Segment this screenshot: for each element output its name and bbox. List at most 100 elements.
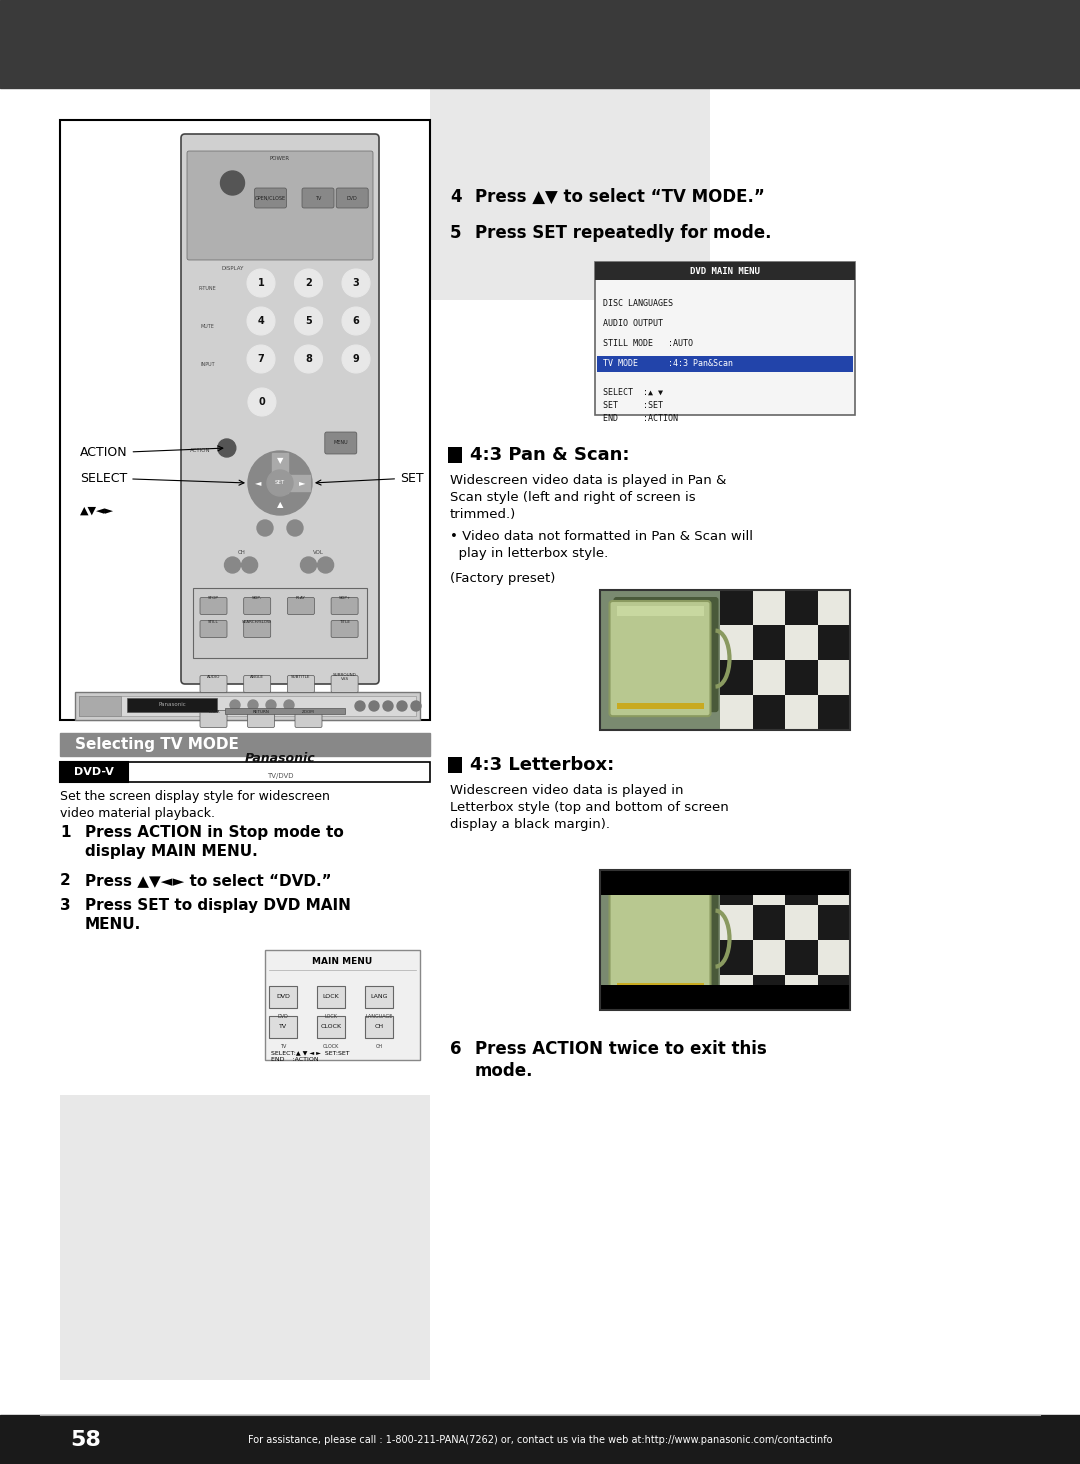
Text: 9: 9: [353, 354, 360, 365]
Bar: [272, 452, 288, 473]
FancyBboxPatch shape: [181, 135, 379, 684]
Text: DVD: DVD: [278, 1013, 288, 1019]
Bar: [720, 590, 753, 625]
Bar: [365, 985, 393, 1009]
Text: 4:3 Letterbox:: 4:3 Letterbox:: [470, 755, 615, 774]
FancyBboxPatch shape: [336, 187, 368, 208]
Bar: [600, 590, 850, 731]
Bar: [0, 0, 1080, 88]
Text: PLAY: PLAY: [296, 596, 306, 600]
FancyBboxPatch shape: [244, 675, 271, 692]
FancyBboxPatch shape: [287, 597, 314, 615]
FancyBboxPatch shape: [287, 675, 314, 692]
Text: VOL: VOL: [312, 550, 323, 555]
Bar: [720, 975, 753, 1010]
Text: SET: SET: [316, 471, 423, 485]
Bar: [818, 695, 850, 731]
Text: TV: TV: [279, 1025, 287, 1029]
Circle shape: [267, 470, 293, 496]
Bar: [785, 870, 818, 905]
Bar: [753, 870, 785, 905]
Circle shape: [257, 520, 273, 536]
Bar: [818, 660, 850, 695]
Text: OPEN/CLOSE: OPEN/CLOSE: [255, 196, 286, 201]
Text: TV: TV: [314, 196, 321, 201]
Bar: [753, 660, 785, 695]
Text: SUBTITLE: SUBTITLE: [292, 675, 311, 679]
Circle shape: [248, 388, 276, 416]
Text: CH: CH: [376, 1044, 382, 1048]
Circle shape: [295, 346, 323, 373]
Bar: [720, 905, 753, 940]
Circle shape: [342, 269, 370, 297]
Text: RETURN: RETURN: [253, 710, 269, 714]
Bar: [720, 940, 753, 975]
Circle shape: [284, 700, 294, 710]
Text: 5: 5: [306, 316, 312, 326]
Circle shape: [247, 269, 275, 297]
Text: 1: 1: [258, 278, 265, 288]
Text: SELECT:▲ ▼ ◄ ►  SET:SET
END    :ACTION: SELECT:▲ ▼ ◄ ► SET:SET END :ACTION: [271, 1050, 350, 1061]
Bar: [818, 940, 850, 975]
Text: 7: 7: [258, 354, 265, 365]
Bar: [269, 985, 297, 1009]
Bar: [448, 757, 462, 773]
Text: TV/DVD: TV/DVD: [267, 773, 294, 779]
Text: LOCK: LOCK: [324, 1013, 337, 1019]
Bar: [818, 870, 850, 905]
Circle shape: [355, 701, 365, 712]
Text: ANGLE: ANGLE: [251, 675, 265, 679]
Text: R-TUNE: R-TUNE: [199, 285, 217, 290]
Bar: [60, 120, 430, 720]
Circle shape: [287, 520, 303, 536]
FancyBboxPatch shape: [200, 675, 227, 692]
FancyBboxPatch shape: [244, 597, 271, 615]
Text: SELECT  :▲ ▼
SET     :SET
END     :ACTION: SELECT :▲ ▼ SET :SET END :ACTION: [603, 388, 678, 423]
Text: • Video data not formatted in Pan & Scan will
  play in letterbox style.: • Video data not formatted in Pan & Scan…: [450, 530, 753, 561]
Text: MUTE: MUTE: [201, 324, 215, 328]
Bar: [595, 262, 855, 280]
Bar: [753, 625, 785, 660]
Text: CH: CH: [238, 550, 246, 555]
Bar: [785, 905, 818, 940]
Text: TV MODE      :4:3 Pan&Scan: TV MODE :4:3 Pan&Scan: [603, 360, 733, 369]
Circle shape: [342, 307, 370, 335]
Bar: [720, 695, 753, 731]
Text: Set the screen display style for widescreen
video material playback.: Set the screen display style for widescr…: [60, 791, 329, 820]
Bar: [597, 356, 853, 372]
Text: MAIN MENU: MAIN MENU: [312, 957, 373, 966]
Text: Panasonic: Panasonic: [245, 751, 315, 764]
FancyBboxPatch shape: [200, 597, 227, 615]
Text: LOCK: LOCK: [323, 994, 339, 1000]
Text: 4: 4: [258, 316, 265, 326]
Bar: [193, 589, 367, 657]
Text: MENU: MENU: [334, 441, 348, 445]
Text: TIMER: TIMER: [207, 710, 220, 714]
Text: 6: 6: [450, 1039, 461, 1058]
Text: ACTION: ACTION: [80, 447, 222, 460]
Bar: [60, 733, 430, 755]
Text: Widescreen video data is played in
Letterbox style (top and bottom of screen
dis: Widescreen video data is played in Lette…: [450, 785, 729, 832]
Text: Press ▲▼ to select “TV MODE.”: Press ▲▼ to select “TV MODE.”: [475, 187, 765, 206]
Bar: [785, 590, 818, 625]
Bar: [270, 474, 291, 490]
Text: DISPLAY: DISPLAY: [221, 265, 244, 271]
Text: SKIP-: SKIP-: [252, 596, 262, 600]
Bar: [818, 975, 850, 1010]
FancyBboxPatch shape: [295, 710, 322, 728]
Text: 5: 5: [450, 224, 461, 242]
Text: SEARCH/SLOW: SEARCH/SLOW: [242, 619, 272, 624]
Text: 8: 8: [305, 354, 312, 365]
Bar: [785, 695, 818, 731]
Text: Press SET repeatedly for mode.: Press SET repeatedly for mode.: [475, 224, 771, 242]
Text: 2: 2: [60, 873, 71, 889]
Text: For assistance, please call : 1-800-211-PANA(7262) or, contact us via the web at: For assistance, please call : 1-800-211-…: [247, 1435, 833, 1445]
FancyBboxPatch shape: [200, 710, 227, 728]
Text: Selecting TV MODE: Selecting TV MODE: [75, 736, 239, 752]
Text: CH: CH: [375, 1025, 383, 1029]
Circle shape: [248, 700, 258, 710]
Bar: [600, 985, 850, 1010]
Text: ►: ►: [299, 479, 306, 488]
Text: POWER: POWER: [270, 155, 291, 161]
Bar: [60, 1095, 430, 1381]
